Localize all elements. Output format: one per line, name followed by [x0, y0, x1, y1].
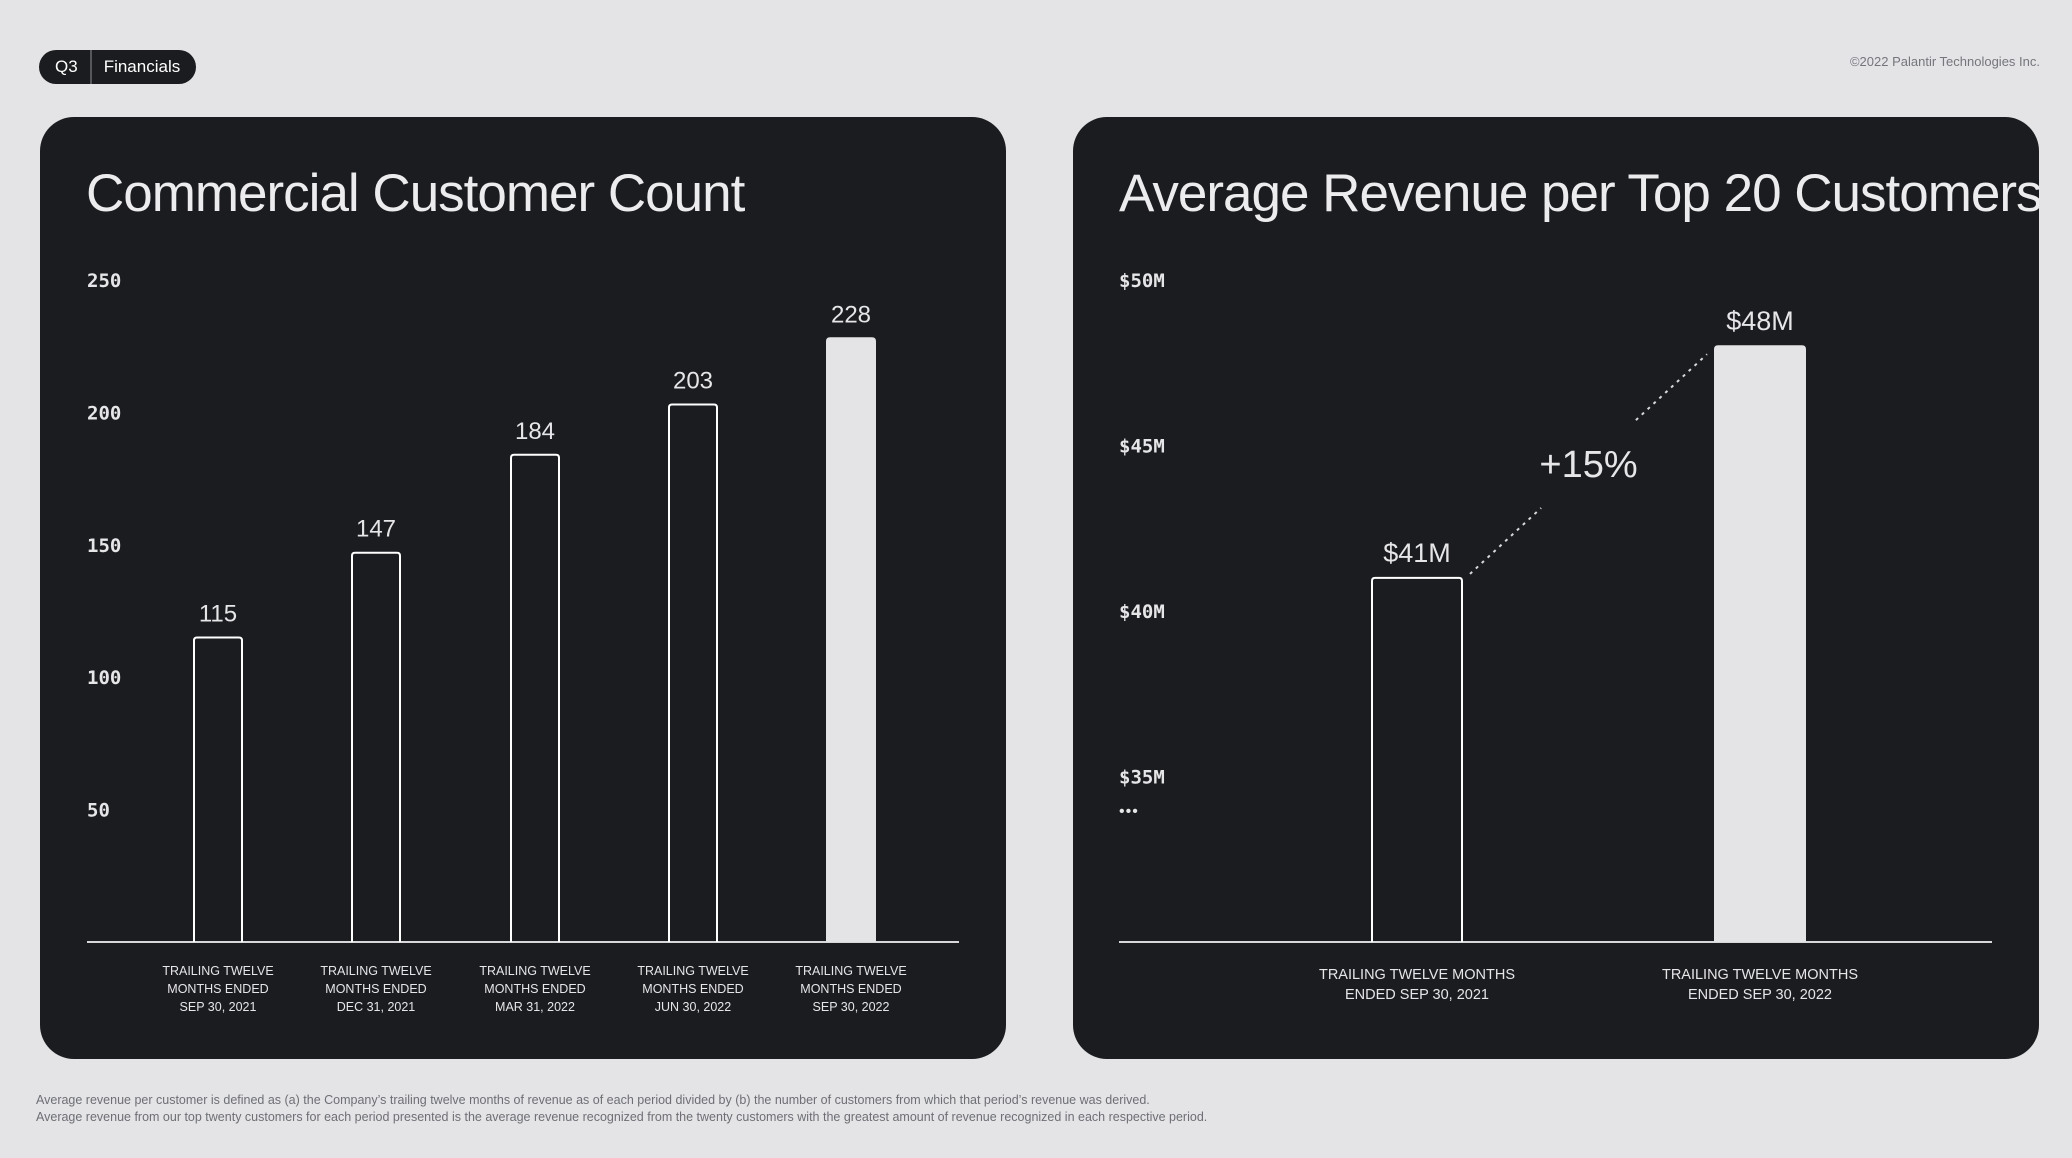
y-tick-label: $50M	[1119, 270, 1165, 292]
bar	[668, 403, 718, 942]
bar-value-label: $41M	[1383, 538, 1451, 568]
x-category-label: MONTHS ENDED	[800, 982, 901, 996]
y-tick-label: 150	[87, 535, 121, 557]
y-tick-label: $45M	[1119, 436, 1165, 458]
bar-value-label: 115	[199, 600, 237, 627]
bar	[1371, 576, 1463, 942]
y-tick-label: 100	[87, 667, 121, 689]
x-category-label: ENDED SEP 30, 2021	[1345, 987, 1489, 1003]
y-tick-label: 50	[87, 800, 110, 822]
avg-revenue-chart: $35M $40M $45M $50M ••• $41M TRAILING TWELVE M…	[1119, 270, 1992, 1003]
bar-value-label: 147	[356, 516, 396, 543]
x-category-label: SEP 30, 2022	[813, 1000, 890, 1014]
x-category-label: JUN 30, 2022	[655, 1000, 731, 1014]
x-category-label: MAR 31, 2022	[495, 1000, 575, 1014]
footnotes: Average revenue per customer is defined …	[36, 1092, 1207, 1126]
bar	[1714, 345, 1806, 942]
bar	[351, 551, 401, 942]
section-pill: Q3 Financials	[39, 50, 197, 84]
x-category-label: SEP 30, 2021	[180, 1000, 257, 1014]
x-category-label: MONTHS ENDED	[484, 982, 585, 996]
footnote-line: Average revenue per customer is defined …	[36, 1093, 1150, 1107]
x-category-label: TRAILING TWELVE MONTHS	[1662, 967, 1858, 983]
x-category-label: TRAILING TWELVE	[320, 964, 431, 978]
growth-annotation: +15%	[1539, 444, 1637, 486]
y-tick-label: $40M	[1119, 601, 1165, 623]
y-tick-label: $35M	[1119, 767, 1165, 789]
bar	[510, 453, 560, 942]
bar	[193, 636, 243, 942]
x-category-label: TRAILING TWELVE	[162, 964, 273, 978]
x-category-label: TRAILING TWELVE	[637, 964, 748, 978]
bar-value-label: 228	[831, 301, 871, 328]
quarter-label: Q3	[39, 50, 92, 84]
section-label: Financials	[103, 57, 181, 76]
y-tick-label: 200	[87, 402, 121, 424]
x-category-label: DEC 31, 2021	[337, 1000, 416, 1014]
y-tick-label: 250	[87, 270, 121, 292]
customer-count-panel: Commercial Customer Count 50 100 150 200 250…	[40, 117, 1006, 1059]
x-category-label: TRAILING TWELVE MONTHS	[1319, 967, 1515, 983]
copyright: ©2022 Palantir Technologies Inc.	[1849, 54, 2040, 69]
x-category-label: TRAILING TWELVE	[479, 964, 590, 978]
x-category-label: MONTHS ENDED	[167, 982, 268, 996]
chart-title: Average Revenue per Top 20 Customers	[1119, 164, 2039, 223]
bar-value-label: 184	[515, 418, 555, 445]
x-category-label: ENDED SEP 30, 2022	[1688, 987, 1832, 1003]
bar-value-label: $48M	[1726, 306, 1794, 336]
axis-break-dots: •••	[1119, 803, 1139, 820]
avg-revenue-panel: Average Revenue per Top 20 Customers $35…	[1073, 117, 2039, 1059]
trend-connector	[1469, 507, 1542, 575]
footnote-line: Average revenue from our top twenty cust…	[36, 1110, 1208, 1124]
customer-count-chart: 50 100 150 200 250 115 TRAILING TWELVE MONTHS E…	[87, 270, 959, 1014]
x-category-label: MONTHS ENDED	[642, 982, 743, 996]
bar-value-label: 203	[673, 367, 713, 394]
x-category-label: TRAILING TWELVE	[795, 964, 906, 978]
trend-connector	[1635, 353, 1708, 421]
bar	[826, 337, 876, 942]
chart-title: Commercial Customer Count	[86, 164, 745, 223]
x-category-label: MONTHS ENDED	[325, 982, 426, 996]
